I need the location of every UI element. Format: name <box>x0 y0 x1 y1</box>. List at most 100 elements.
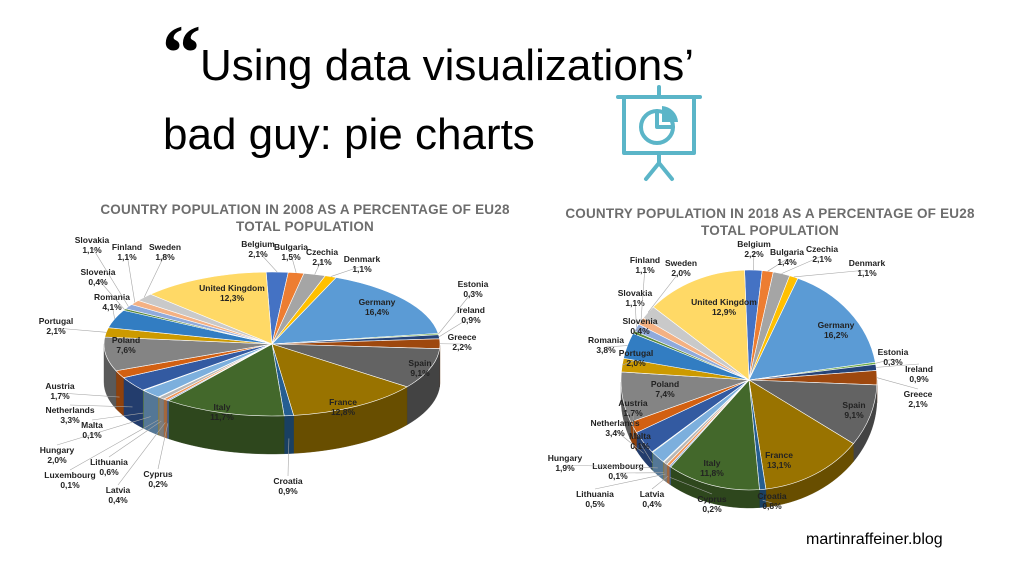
slice-label-bulgaria: Bulgaria <box>274 242 308 252</box>
leader-line <box>69 419 159 471</box>
leader-line <box>876 377 919 390</box>
leader-line <box>290 253 297 273</box>
leader-line <box>876 363 920 368</box>
slice-label-malta: Malta <box>81 420 103 430</box>
leader-line <box>594 473 666 490</box>
slice-label-hungary: Hungary <box>40 445 75 455</box>
leader-line <box>669 477 713 495</box>
slice-value-france: 13,1% <box>767 460 792 470</box>
chart-title-2018: COUNTRY POPULATION IN 2018 AS A PERCENTA… <box>565 206 975 238</box>
slice-value-belgium: 2,2% <box>744 249 764 259</box>
quote-mark: “ <box>162 9 201 96</box>
slice-label-malta: Malta <box>629 431 651 441</box>
slice-label-austria: Austria <box>45 381 75 391</box>
slice-value-slovakia: 1,1% <box>82 245 102 255</box>
slice-label-belgium: Belgium <box>737 239 771 249</box>
slice-label-bulgaria: Bulgaria <box>770 247 804 257</box>
slice-value-sweden: 1,8% <box>155 252 175 262</box>
slice-value-greece: 2,2% <box>452 342 472 352</box>
leader-line <box>143 253 166 298</box>
pie-side-latvia <box>666 464 670 485</box>
slice-value-poland: 7,4% <box>655 389 675 399</box>
leader-line <box>55 327 107 333</box>
slice-label-portugal: Portugal <box>619 348 653 358</box>
slice-label-croatia: Croatia <box>757 491 787 501</box>
slice-value-finland: 1,1% <box>635 265 655 275</box>
slice-label-spain: Spain <box>842 400 865 410</box>
slide-title-line-2: bad guy: pie charts <box>163 110 535 159</box>
slice-value-luxembourg: 0,1% <box>608 471 628 481</box>
leader-line <box>753 250 755 271</box>
slice-value-denmark: 1,1% <box>857 268 877 278</box>
slice-value-hungary: 1,9% <box>555 463 575 473</box>
slice-value-malta: 0,1% <box>630 441 650 451</box>
slice-value-czechia: 2,1% <box>312 257 332 267</box>
pie-slice-italy <box>167 343 285 417</box>
slice-value-lithuania: 0,5% <box>585 499 605 509</box>
slice-value-germany: 16,2% <box>824 330 849 340</box>
leader-line <box>126 253 136 303</box>
slice-label-lithuania: Lithuania <box>90 457 128 467</box>
leader-line <box>91 246 129 307</box>
slice-label-ireland: Ireland <box>457 305 485 315</box>
slice-value-finland: 1,1% <box>117 252 137 262</box>
slice-value-portugal: 2,1% <box>46 326 66 336</box>
slice-label-austria: Austria <box>618 398 648 408</box>
leader-line <box>614 429 644 454</box>
slice-label-czechia: Czechia <box>306 247 338 257</box>
slice-label-germany: Germany <box>359 297 396 307</box>
slice-label-denmark: Denmark <box>344 254 381 264</box>
slice-value-united-kingdom: 12,3% <box>220 293 245 303</box>
presentation-pie-chart-icon <box>616 85 702 181</box>
slice-label-cyprus: Cyprus <box>143 469 173 479</box>
leader-line <box>157 423 169 470</box>
leader-line <box>640 266 646 322</box>
slice-value-netherlands: 3,3% <box>60 415 80 425</box>
slice-label-latvia: Latvia <box>640 489 665 499</box>
slice-value-croatia: 0,9% <box>278 486 298 496</box>
leader-line <box>56 416 151 446</box>
leader-line <box>633 327 641 333</box>
slice-value-germany: 16,4% <box>365 307 390 317</box>
slice-value-bulgaria: 1,4% <box>777 257 797 267</box>
slice-label-sweden: Sweden <box>665 258 697 268</box>
slice-value-romania: 3,8% <box>596 345 616 355</box>
slice-label-luxembourg: Luxembourg <box>592 461 643 471</box>
pie-slice-spain <box>271 343 440 388</box>
slice-value-cyprus: 0,2% <box>702 504 722 514</box>
leader-line <box>69 404 133 408</box>
leader-line <box>564 464 658 469</box>
pie-slice-france <box>271 343 408 416</box>
slice-value-sweden: 2,0% <box>671 268 691 278</box>
slice-value-estonia: 0,3% <box>463 289 483 299</box>
slice-label-united-kingdom: United Kingdom <box>691 297 757 307</box>
slice-value-ireland: 0,9% <box>909 374 929 384</box>
slice-value-bulgaria: 1,5% <box>281 252 301 262</box>
slice-label-slovenia: Slovenia <box>623 316 658 326</box>
slice-value-united-kingdom: 12,9% <box>712 307 737 317</box>
leader-line <box>793 269 868 278</box>
slice-label-greece: Greece <box>904 389 933 399</box>
slice-value-hungary: 2,0% <box>47 455 67 465</box>
slice-label-sweden: Sweden <box>149 242 181 252</box>
leader-line <box>647 269 682 313</box>
slice-label-italy: Italy <box>213 402 230 412</box>
leader-line <box>438 290 474 335</box>
pie-slice-italy <box>670 379 760 491</box>
leader-line <box>59 392 120 398</box>
slice-value-estonia: 0,3% <box>883 357 903 367</box>
leader-line <box>767 258 788 272</box>
pie-slice-united-kingdom <box>149 271 273 345</box>
leader-line <box>97 278 125 310</box>
pie-slice-france <box>748 379 854 490</box>
slice-value-italy: 11,7% <box>210 412 234 422</box>
slice-label-netherlands: Netherlands <box>45 405 94 415</box>
leader-line <box>91 412 144 421</box>
leader-line <box>257 250 278 273</box>
pie-slice-germany <box>748 277 876 381</box>
slice-label-hungary: Hungary <box>548 453 583 463</box>
slice-value-cyprus: 0,2% <box>148 479 168 489</box>
slice-value-lithuania: 0,6% <box>99 467 119 477</box>
